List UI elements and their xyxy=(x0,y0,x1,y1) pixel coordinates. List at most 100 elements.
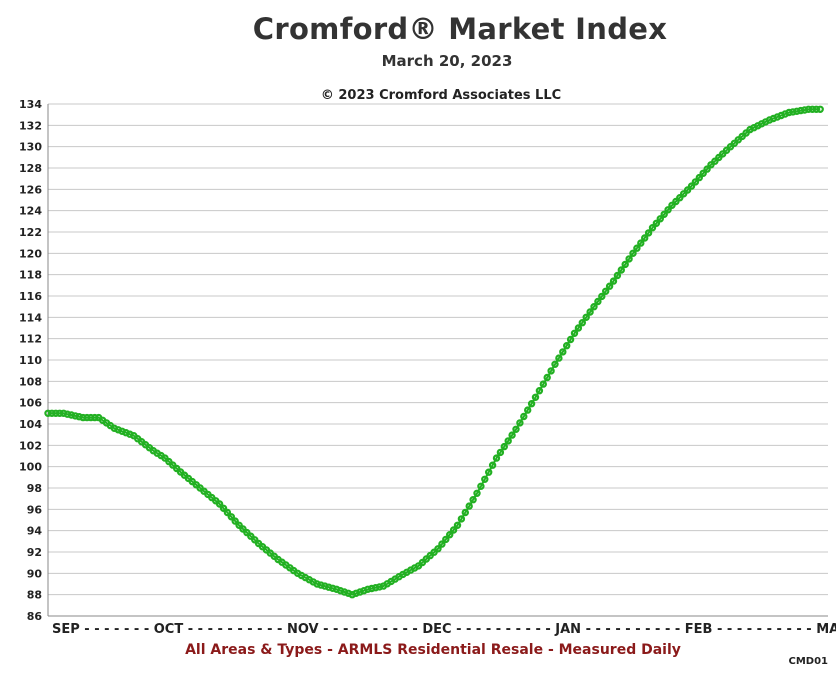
data-point xyxy=(79,413,87,422)
chart-code: CMD01 xyxy=(788,656,828,667)
y-tick-label: 114 xyxy=(19,311,42,324)
y-tick-label: 116 xyxy=(19,290,42,303)
data-point xyxy=(48,409,56,417)
data-point xyxy=(676,193,684,202)
data-point xyxy=(590,303,598,311)
data-point xyxy=(660,210,668,218)
data-point xyxy=(629,249,637,257)
data-point xyxy=(602,287,610,295)
data-point xyxy=(785,108,793,117)
data-point xyxy=(582,313,590,321)
data-point xyxy=(457,515,466,523)
data-point xyxy=(535,387,544,395)
data-point xyxy=(719,150,727,158)
data-point xyxy=(551,360,559,368)
y-tick-label: 108 xyxy=(19,375,42,388)
y-tick-label: 110 xyxy=(19,354,42,367)
data-point xyxy=(637,239,645,247)
data-point xyxy=(371,584,380,592)
y-tick-label: 102 xyxy=(19,439,42,452)
data-point xyxy=(504,437,512,445)
data-point xyxy=(453,521,462,530)
data-point xyxy=(707,161,715,169)
data-point xyxy=(563,342,571,350)
chart-footer: All Areas & Types - ARMLS Residential Re… xyxy=(185,642,681,658)
data-point xyxy=(691,178,700,186)
data-point xyxy=(652,219,661,227)
y-axis: 86 88 90 92 94 96 98 100 102 104 106 108 110 112 114 11… xyxy=(19,98,42,623)
y-tick-label: 128 xyxy=(19,162,42,175)
chart-title: Cromford® Market Index xyxy=(252,12,668,46)
y-tick-label: 124 xyxy=(19,205,42,218)
data-point xyxy=(446,531,454,539)
data-point xyxy=(52,409,60,417)
data-point xyxy=(633,244,641,252)
data-point xyxy=(547,367,555,375)
data-point xyxy=(574,324,583,332)
data-point xyxy=(364,585,372,594)
data-point xyxy=(461,508,469,517)
data-point xyxy=(215,500,224,508)
data-point xyxy=(512,425,520,433)
data-point xyxy=(44,409,52,417)
data-point xyxy=(63,410,72,418)
data-point xyxy=(500,442,508,451)
data-point xyxy=(71,412,80,420)
data-point xyxy=(449,526,458,534)
data-point xyxy=(247,532,255,540)
data-point xyxy=(418,558,427,567)
data-point xyxy=(223,508,232,517)
data-point xyxy=(703,165,711,173)
data-point xyxy=(496,448,505,457)
y-tick-label: 92 xyxy=(27,546,42,559)
data-point xyxy=(442,535,450,544)
data-point xyxy=(800,106,809,114)
data-point xyxy=(711,157,719,165)
data-point xyxy=(231,517,239,525)
data-point xyxy=(488,461,497,469)
data-point xyxy=(598,292,606,301)
data-point xyxy=(161,454,169,462)
data-point xyxy=(664,206,672,214)
y-tick-label: 90 xyxy=(27,567,43,580)
data-point xyxy=(722,146,731,154)
data-point xyxy=(473,489,481,497)
data-point xyxy=(469,496,477,504)
data-point xyxy=(687,182,696,190)
data-point xyxy=(648,223,657,232)
data-point xyxy=(239,525,247,533)
x-axis: SEP - - - - - - - OCT - - - - - - - - - … xyxy=(52,622,836,637)
index-series xyxy=(44,105,824,599)
data-point xyxy=(617,266,626,274)
data-point xyxy=(570,329,579,337)
chart-date: March 20, 2023 xyxy=(381,52,513,70)
data-point xyxy=(625,255,633,263)
data-point xyxy=(668,201,676,209)
data-point xyxy=(683,186,692,194)
y-tick-label: 96 xyxy=(27,503,43,516)
data-point xyxy=(730,139,739,147)
y-tick-label: 112 xyxy=(19,333,42,346)
data-point xyxy=(816,105,824,114)
data-point xyxy=(434,545,442,553)
data-point xyxy=(219,504,228,512)
data-point xyxy=(559,348,567,356)
data-point xyxy=(656,215,665,223)
data-point xyxy=(481,475,489,483)
data-point xyxy=(368,584,376,593)
data-point xyxy=(172,464,181,473)
y-tick-label: 130 xyxy=(19,141,42,154)
y-tick-label: 106 xyxy=(19,397,42,410)
data-point xyxy=(539,380,548,388)
data-point xyxy=(644,229,653,237)
y-tick-label: 104 xyxy=(19,418,42,431)
data-point xyxy=(555,354,563,362)
data-point xyxy=(520,412,528,421)
data-point xyxy=(531,393,540,401)
y-tick-label: 100 xyxy=(19,461,42,474)
data-point xyxy=(524,406,532,414)
y-tick-label: 122 xyxy=(19,226,42,239)
data-point xyxy=(566,335,575,344)
data-point xyxy=(613,271,622,280)
data-point xyxy=(56,409,64,417)
